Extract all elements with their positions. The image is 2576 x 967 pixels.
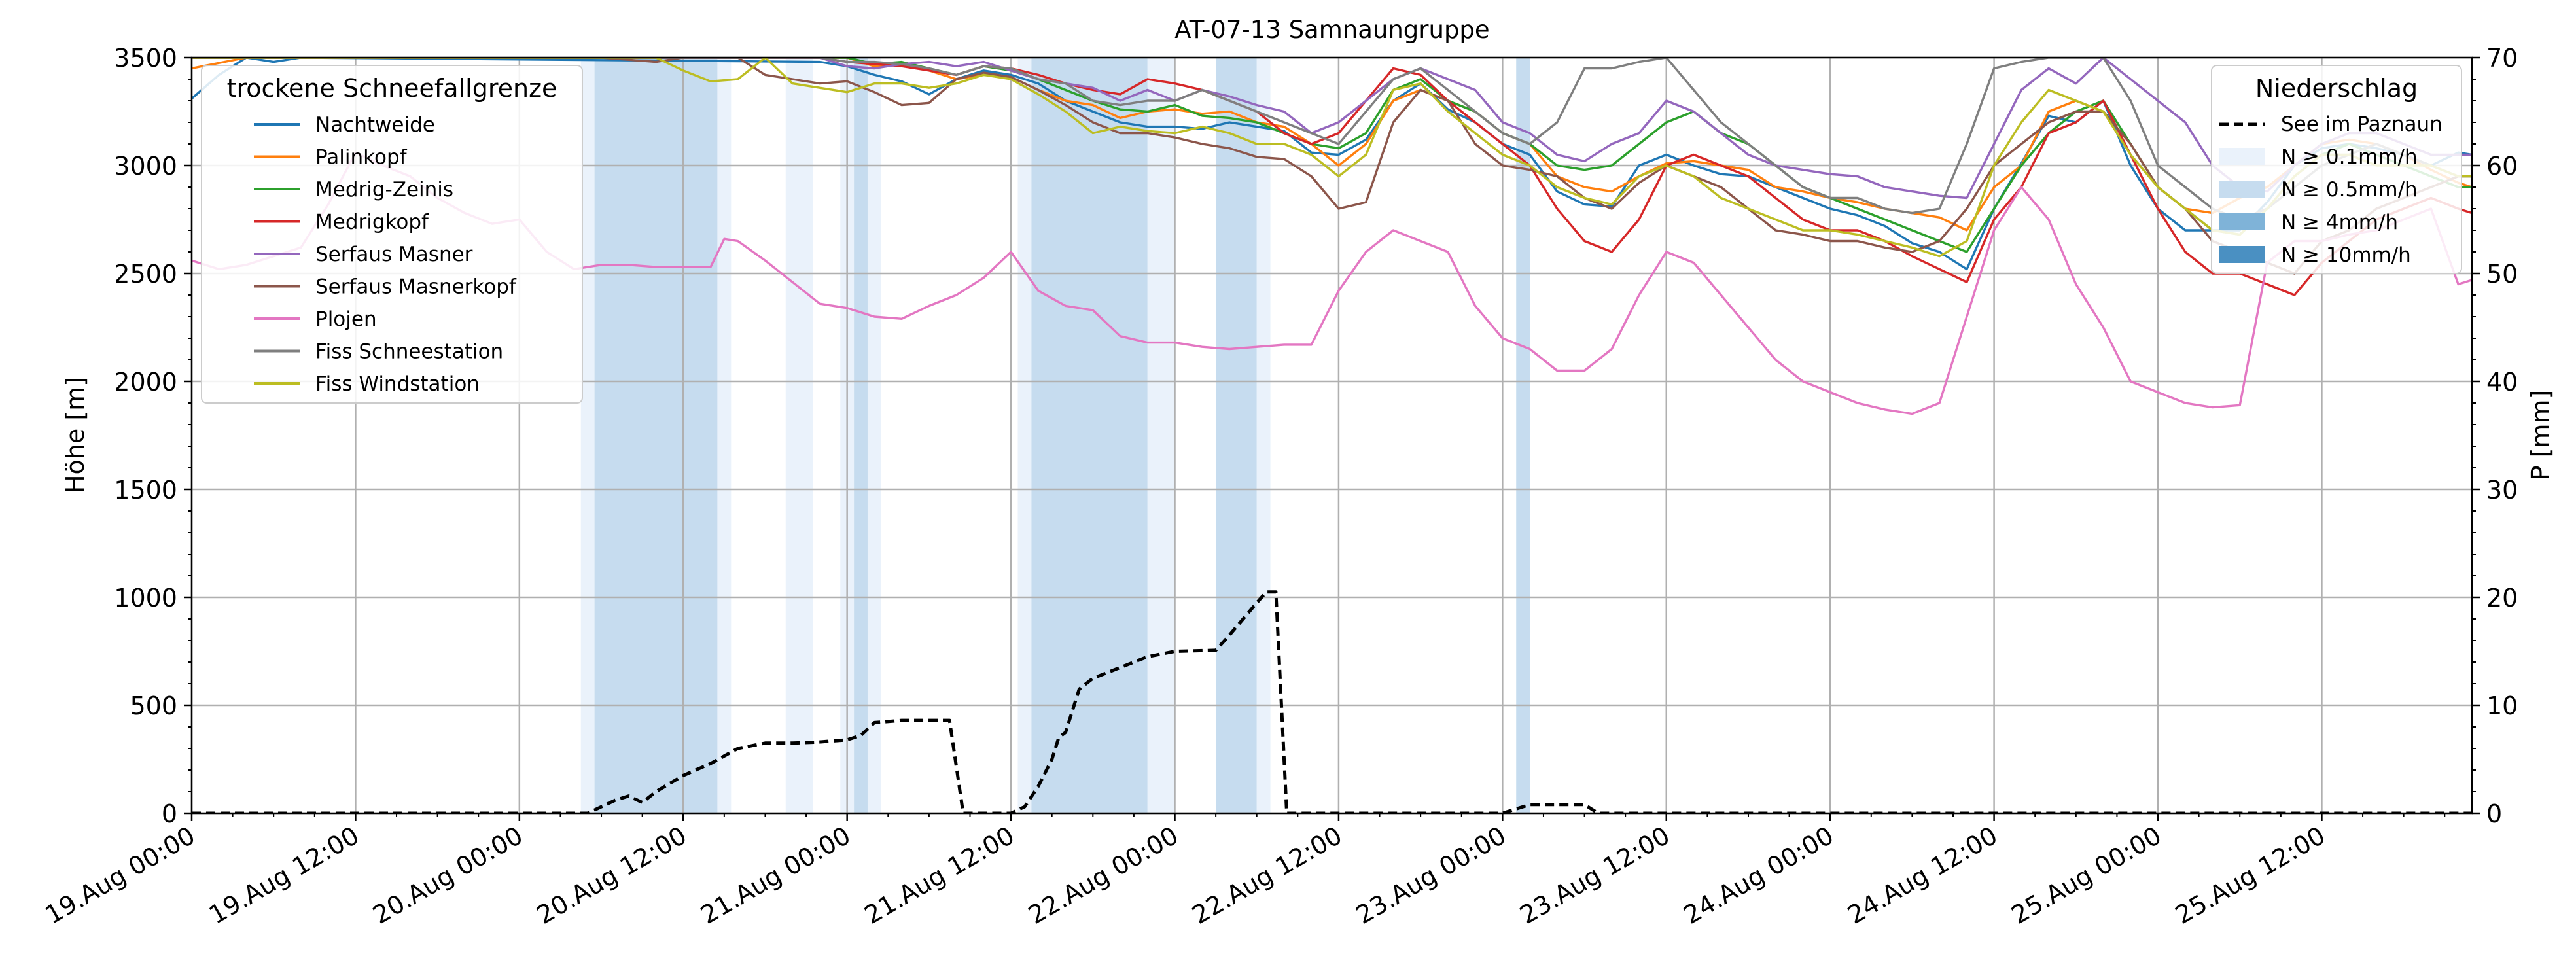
precip-band: [1256, 58, 1271, 813]
y-tick-label-left: 1500: [114, 476, 177, 504]
y-tick-label-right: 0: [2486, 800, 2502, 828]
legend-entry-label: Plojen: [315, 308, 377, 331]
y-tick-label-left: 500: [130, 692, 177, 720]
precip-band: [1516, 58, 1530, 813]
legend-entry-label: N ≥ 0.5mm/h: [2281, 178, 2418, 202]
y-tick-label-left: 2000: [114, 368, 177, 396]
series-line: [192, 58, 2472, 258]
legend-swatch-icon: [2219, 213, 2265, 230]
y-tick-label-right: 30: [2486, 476, 2518, 504]
legend-snowline: trockene Schneefallgrenze Nachtweide Pali…: [201, 65, 583, 404]
y-axis-label-right: P [mm]: [2526, 390, 2555, 481]
legend-swatch-icon: [2219, 148, 2265, 165]
legend-precipitation-title: Niederschlag: [2255, 74, 2418, 103]
legend-snowline-title: trockene Schneefallgrenze: [227, 74, 557, 103]
series-line: [192, 58, 2472, 271]
chart-title: AT-07-13 Samnaungruppe: [1174, 16, 1489, 44]
y-tick-label-left: 2500: [114, 260, 177, 289]
legend-entry-label: Fiss Windstation: [315, 372, 480, 396]
legend-entry-label: N ≥ 0.1mm/h: [2281, 145, 2418, 169]
precip-band: [785, 58, 813, 813]
precip-band: [580, 58, 595, 813]
plot-frame: [190, 56, 2473, 815]
legend-entry-label: N ≥ 10mm/h: [2281, 243, 2411, 267]
legend-entry-label: Serfaus Masnerkopf: [315, 275, 517, 299]
legend-entry-label: Fiss Schneestation: [315, 340, 503, 364]
series-line: [192, 58, 2472, 232]
y-axis-label-left: Höhe [m]: [61, 377, 90, 493]
y-tick-label-right: 10: [2486, 692, 2518, 720]
y-tick-label-left: 3500: [114, 44, 177, 73]
legend-precipitation: Niederschlag See im Paznaun N ≥ 0.1mm/h …: [2211, 65, 2462, 274]
precip-band: [717, 58, 732, 813]
legend-entry-label: Medrigkopf: [315, 211, 429, 234]
legend-entry-label: Nachtweide: [315, 113, 435, 137]
legend-swatch-icon: [2219, 246, 2265, 263]
y-tick-label-left: 0: [162, 800, 177, 828]
legend-entry-label: Medrig-Zeinis: [315, 178, 453, 202]
y-tick-label-right: 60: [2486, 152, 2518, 181]
y-tick-label-right: 50: [2486, 260, 2518, 289]
y-tick-label-right: 70: [2486, 44, 2518, 73]
y-tick-label-left: 1000: [114, 584, 177, 612]
precip-band: [594, 58, 718, 813]
y-tick-label-right: 40: [2486, 368, 2518, 396]
legend-entry-label: See im Paznaun: [2281, 113, 2443, 136]
legend-entry-label: N ≥ 4mm/h: [2281, 211, 2398, 234]
precip-band: [1031, 58, 1148, 813]
precip-band: [867, 58, 881, 813]
precip-band: [1216, 58, 1257, 813]
series-line: [192, 58, 2472, 221]
legend-entry-label: Serfaus Masner: [315, 243, 473, 266]
legend-entry-label: Palinkopf: [315, 146, 408, 169]
series-line: [192, 58, 2472, 296]
precip-band: [1017, 58, 1032, 813]
legend-swatch-icon: [2219, 181, 2265, 198]
precip-band: [1147, 58, 1175, 813]
precip-band: [854, 58, 868, 813]
y-tick-label-left: 3000: [114, 152, 177, 181]
series-line: [192, 590, 2472, 813]
y-tick-label-right: 20: [2486, 584, 2518, 612]
